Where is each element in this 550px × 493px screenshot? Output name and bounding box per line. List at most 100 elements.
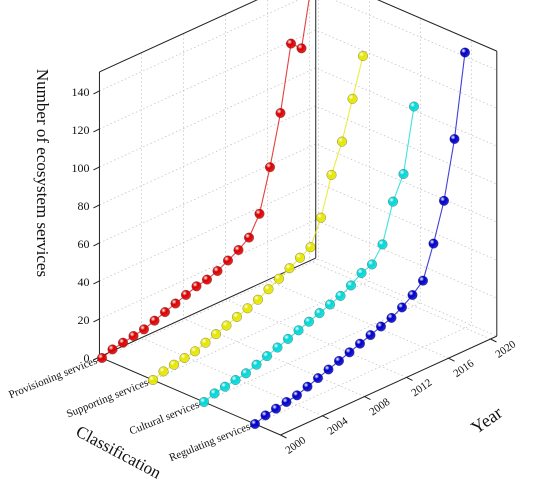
data-point	[251, 359, 262, 370]
axis-ticks: 0 20 40 60 80 100 120 140 2000 2004 2008 2012 2016 20…	[7, 85, 519, 464]
gridline-category	[101, 0, 319, 359]
data-point	[302, 381, 313, 392]
gridline-back-wall	[99, 257, 497, 358]
data-point	[212, 266, 223, 276]
gridline-back-wall	[99, 219, 497, 320]
data-point	[418, 275, 428, 286]
data-point	[97, 353, 107, 363]
gridline-back-wall	[99, 29, 497, 130]
y-tick-label: 0	[83, 351, 89, 365]
data-point	[242, 303, 253, 314]
data-point	[262, 351, 272, 362]
data-point	[358, 51, 368, 61]
gridline-back-wall	[99, 67, 497, 168]
x-axis-title: Classification	[73, 422, 165, 483]
data-point	[304, 316, 314, 327]
data-point	[190, 346, 200, 357]
y-tick-label: 20	[77, 313, 89, 327]
data-point	[274, 273, 284, 284]
data-point	[316, 212, 326, 223]
data-point	[386, 312, 397, 323]
data-point	[407, 290, 418, 300]
data-point	[428, 238, 439, 249]
data-point	[284, 263, 295, 274]
data-point	[397, 302, 407, 313]
labels-layer: Number of ecosystem services Classificat…	[33, 69, 506, 483]
data-point	[200, 337, 211, 348]
data-point	[139, 324, 149, 335]
y-tick-label: 80	[77, 199, 89, 213]
z-tick-label: 2020	[493, 338, 518, 361]
data-point	[118, 337, 128, 348]
gridline-category	[254, 40, 472, 425]
data-point	[260, 410, 271, 421]
data-point	[220, 381, 230, 392]
data-point	[209, 388, 220, 399]
z-tick-label: 2016	[451, 357, 476, 380]
data-point	[355, 338, 365, 349]
y-tick-label: 120	[71, 123, 89, 137]
data-point	[170, 298, 181, 309]
data-point	[314, 308, 325, 319]
data-point	[250, 419, 260, 429]
data-point	[199, 397, 209, 407]
data-point	[148, 375, 158, 385]
z-tick	[280, 434, 287, 439]
z-tick	[322, 415, 329, 420]
data-point	[293, 325, 304, 336]
data-point	[326, 169, 337, 180]
z-tick-label: 2012	[409, 377, 434, 399]
data-point	[272, 342, 283, 353]
y-tick	[93, 280, 100, 285]
data-point	[460, 47, 470, 58]
y-tick-label: 60	[77, 237, 89, 251]
z-tick-label: 2008	[367, 396, 392, 419]
y-tick-label: 140	[71, 85, 89, 99]
data-point	[323, 364, 334, 375]
z-tick	[406, 376, 413, 381]
data-point	[253, 294, 263, 305]
frame-edge	[280, 335, 498, 436]
data-point	[325, 299, 335, 310]
data-point	[160, 307, 170, 318]
gridline-back-wall	[99, 0, 497, 92]
series-line	[203, 106, 415, 403]
data-point	[244, 232, 254, 243]
data-point	[263, 284, 274, 295]
y-tick	[93, 318, 100, 323]
data-point	[365, 330, 376, 341]
z-axis-title: Year	[467, 402, 506, 437]
data-point	[344, 347, 355, 358]
data-point	[149, 315, 160, 326]
gridline-year	[99, 71, 281, 436]
x-tick-label: Provisioning services	[7, 355, 99, 401]
data-point	[271, 403, 281, 414]
data-point	[313, 373, 323, 384]
z-tick-label: 2000	[283, 434, 308, 457]
data-point	[305, 242, 316, 253]
gridline-category	[203, 18, 421, 403]
data-point	[335, 290, 346, 301]
data-point	[202, 274, 212, 285]
series-line	[101, 0, 310, 359]
data-point	[265, 162, 275, 173]
data-point	[221, 320, 232, 331]
data-point	[230, 375, 241, 385]
gridline-year	[183, 33, 365, 397]
series-supporting-services	[148, 51, 368, 385]
gridline-year	[267, 0, 449, 359]
y-tick-label: 40	[77, 275, 89, 289]
data-point	[283, 333, 293, 344]
frame-edge	[99, 356, 281, 436]
data-point	[398, 169, 409, 179]
z-tick	[448, 357, 455, 362]
gridline-back-wall	[99, 143, 497, 244]
data-point	[233, 245, 244, 255]
data-point	[241, 368, 251, 379]
data-point	[449, 134, 460, 144]
x-tick-label: Supporting services	[65, 377, 150, 421]
frame-edge	[377, 0, 497, 52]
data-point	[376, 321, 386, 332]
gridline-category	[152, 0, 370, 381]
